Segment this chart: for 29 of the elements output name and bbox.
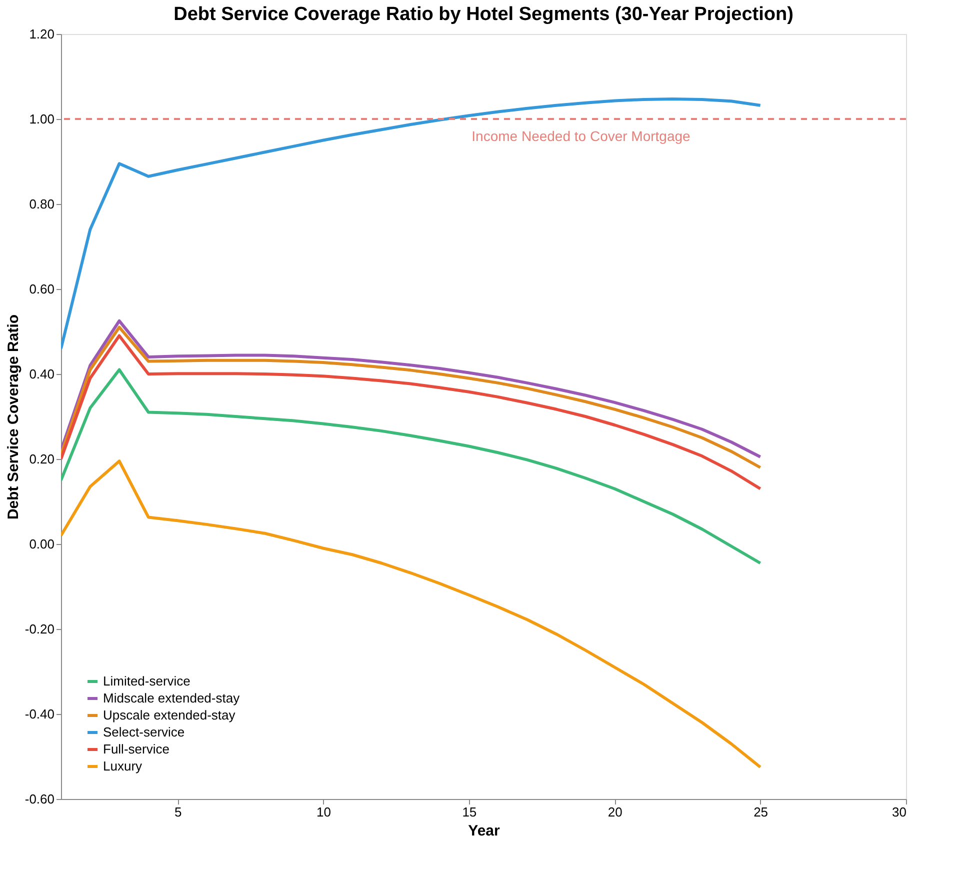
y-tick-label: 0.40 (29, 366, 54, 382)
x-axis-title: Year (468, 822, 500, 840)
line-series (61, 98, 762, 350)
y-tick-label: 0.20 (29, 452, 54, 466)
legend-label: Limited-service (103, 674, 190, 688)
legend-label: Select-service (103, 724, 185, 740)
y-tick-label: -0.60 (24, 792, 54, 806)
y-axis-title: Debt Service Coverage Ratio (4, 314, 22, 520)
y-tick-label: 0.00 (29, 536, 54, 552)
y-tick-label: 0.60 (29, 282, 54, 296)
line-series (61, 368, 762, 565)
x-tick-label: 15 (462, 804, 477, 820)
line-series (61, 334, 762, 490)
y-tick-label: 0.80 (29, 196, 54, 212)
ref-line-label: Income Needed to Cover Mortgage (472, 128, 691, 144)
y-tick-label: 1.20 (29, 26, 54, 42)
x-tick-label: 5 (174, 804, 182, 820)
x-tick-label: 20 (608, 804, 622, 820)
y-tick-label: 1.00 (29, 112, 54, 126)
y-tick-label: -0.40 (24, 706, 54, 722)
legend-label: Upscale extended-stay (103, 708, 236, 722)
x-tick-label: 30 (892, 804, 906, 820)
y-tick-label: -0.20 (24, 622, 54, 636)
x-tick-label: 10 (316, 804, 331, 820)
chart-title: Debt Service Coverage Ratio by Hotel Segments (30-Year Projection) (174, 4, 794, 25)
legend-label: Full-service (103, 742, 170, 756)
legend-label: Midscale extended-stay (103, 690, 240, 706)
legend-label: Luxury (103, 758, 143, 774)
x-tick-label: 25 (754, 804, 768, 820)
